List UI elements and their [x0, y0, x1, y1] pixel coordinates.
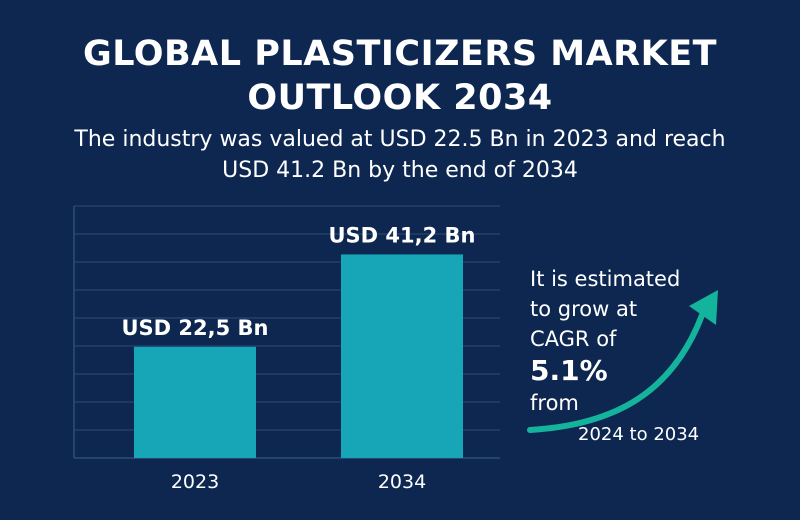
growth-line-1: It is estimated — [530, 267, 681, 291]
growth-line-4: from — [530, 391, 579, 415]
data-label-2023: USD 22,5 Bn — [122, 316, 269, 340]
growth-line-3: CAGR of — [530, 327, 617, 351]
growth-arrow-icon — [527, 301, 709, 433]
growth-period: 2024 to 2034 — [578, 424, 700, 445]
subtitle-line-2: USD 41.2 Bn by the end of 2034 — [222, 158, 578, 183]
bar-2023 — [134, 346, 256, 458]
data-label-2034: USD 41,2 Bn — [329, 223, 476, 247]
title-line-2: OUTLOOK 2034 — [247, 78, 553, 118]
chart-subtitle: The industry was valued at USD 22.5 Bn i… — [0, 124, 800, 186]
title-line-1: GLOBAL PLASTICIZERS MARKET — [82, 34, 718, 74]
bar-2034 — [341, 254, 463, 458]
x-tick-label-2023: 2023 — [171, 471, 219, 493]
x-tick-label-2034: 2034 — [378, 471, 426, 493]
cagr-value: 5.1% — [530, 354, 608, 387]
chart-title: GLOBAL PLASTICIZERS MARKET OUTLOOK 2034 — [0, 32, 800, 120]
growth-line-2: to grow at — [530, 297, 638, 321]
growth-text: It is estimated to grow at CAGR of 5.1% … — [530, 264, 700, 418]
subtitle-line-1: The industry was valued at USD 22.5 Bn i… — [74, 127, 726, 152]
arrow-head-icon — [689, 290, 718, 325]
